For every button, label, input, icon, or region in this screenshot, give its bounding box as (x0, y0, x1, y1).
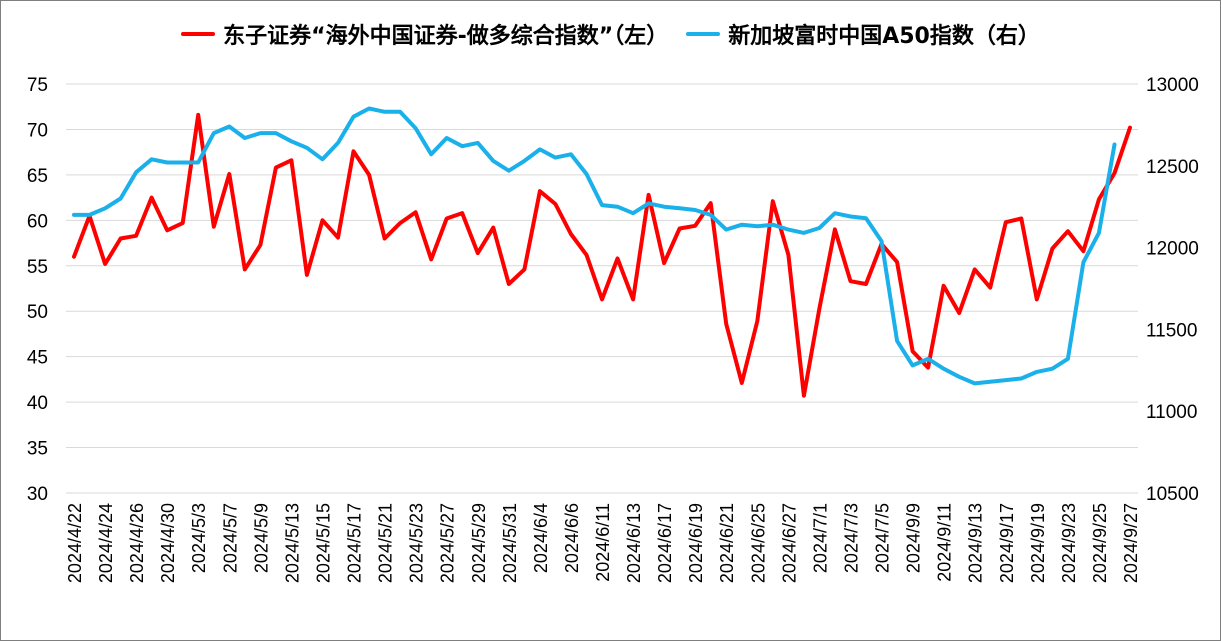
x-tick-label: 2024/4/30 (158, 503, 178, 583)
y-left-tick-label: 65 (27, 166, 48, 187)
series-line-left (72, 112, 1132, 398)
y-left-tick-label: 70 (27, 120, 48, 141)
y-left-tick-label: 50 (27, 302, 48, 323)
x-tick-label: 2024/6/19 (686, 503, 706, 583)
legend-label-left-series: 东子证券“海外中国证券-做多综合指数”（左） (223, 24, 669, 49)
x-tick-label: 2024/5/27 (438, 503, 458, 583)
legend-label-right-series: 新加坡富时中国A50指数（右） (728, 24, 1040, 49)
x-tick-label: 2024/9/27 (1121, 503, 1141, 583)
y-left-tick-label: 55 (27, 257, 48, 278)
legend-item-right-series: 新加坡富时中国A50指数（右） (686, 18, 1040, 50)
y-left-tick-label: 35 (27, 439, 48, 460)
x-tick-label: 2024/5/31 (500, 503, 520, 583)
x-tick-label: 2024/5/13 (282, 503, 302, 583)
y-right-tick-label: 10500 (1146, 484, 1199, 505)
x-tick-label: 2024/9/11 (935, 503, 955, 582)
y-right-tick-label: 13000 (1146, 75, 1199, 96)
legend-swatch-left-series (181, 32, 216, 36)
x-tick-label: 2024/6/4 (531, 503, 551, 573)
y-left-tick-label: 40 (27, 393, 48, 414)
x-tick-label: 2024/9/25 (1090, 503, 1110, 583)
series-line-right (72, 106, 1117, 386)
x-tick-label: 2024/7/5 (873, 503, 893, 573)
x-tick-label: 2024/7/1 (810, 503, 830, 573)
y-right-tick-label: 12500 (1146, 157, 1199, 178)
x-tick-label: 2024/9/9 (904, 503, 924, 573)
x-tick-label: 2024/4/26 (127, 503, 147, 583)
x-tick-label: 2024/5/15 (313, 503, 333, 583)
x-tick-label: 2024/6/13 (624, 503, 644, 583)
x-tick-label: 2024/6/11 (593, 503, 613, 582)
y-right-tick-label: 12000 (1146, 239, 1199, 260)
x-tick-label: 2024/4/22 (65, 503, 85, 583)
y-left-tick-label: 60 (27, 211, 48, 232)
y-left-tick-label: 45 (27, 348, 48, 369)
legend-swatch-right-series (686, 32, 721, 36)
x-tick-label: 2024/5/9 (251, 503, 271, 573)
y-right-tick-label: 11500 (1146, 320, 1197, 341)
x-tick-label: 2024/6/27 (779, 503, 799, 583)
x-tick-label: 2024/7/3 (841, 503, 861, 573)
x-tick-label: 2024/9/19 (1028, 503, 1048, 583)
x-tick-label: 2024/5/29 (469, 503, 489, 583)
chart-legend: 东子证券“海外中国证券-做多综合指数”（左） 新加坡富时中国A50指数（右） (0, 14, 1221, 54)
legend-item-left-series: 东子证券“海外中国证券-做多综合指数”（左） (181, 18, 668, 50)
x-tick-label: 2024/5/7 (220, 503, 240, 573)
x-tick-label: 2024/9/13 (966, 503, 986, 583)
x-tick-label: 2024/5/17 (345, 503, 365, 583)
x-tick-label: 2024/5/23 (407, 503, 427, 583)
x-tick-label: 2024/9/17 (997, 503, 1017, 583)
x-tick-label: 2024/6/6 (562, 503, 582, 573)
x-tick-label: 2024/6/25 (748, 503, 768, 583)
x-tick-label: 2024/5/21 (376, 503, 396, 583)
y-left-tick-label: 30 (27, 484, 48, 505)
x-tick-label: 2024/6/17 (655, 503, 675, 583)
x-tick-label: 2024/4/24 (96, 503, 116, 583)
x-tick-label: 2024/6/21 (717, 503, 737, 583)
y-left-tick-label: 75 (27, 75, 48, 96)
x-tick-label: 2024/5/3 (189, 503, 209, 573)
x-tick-label: 2024/9/23 (1059, 503, 1079, 583)
y-right-tick-label: 11000 (1146, 402, 1197, 423)
